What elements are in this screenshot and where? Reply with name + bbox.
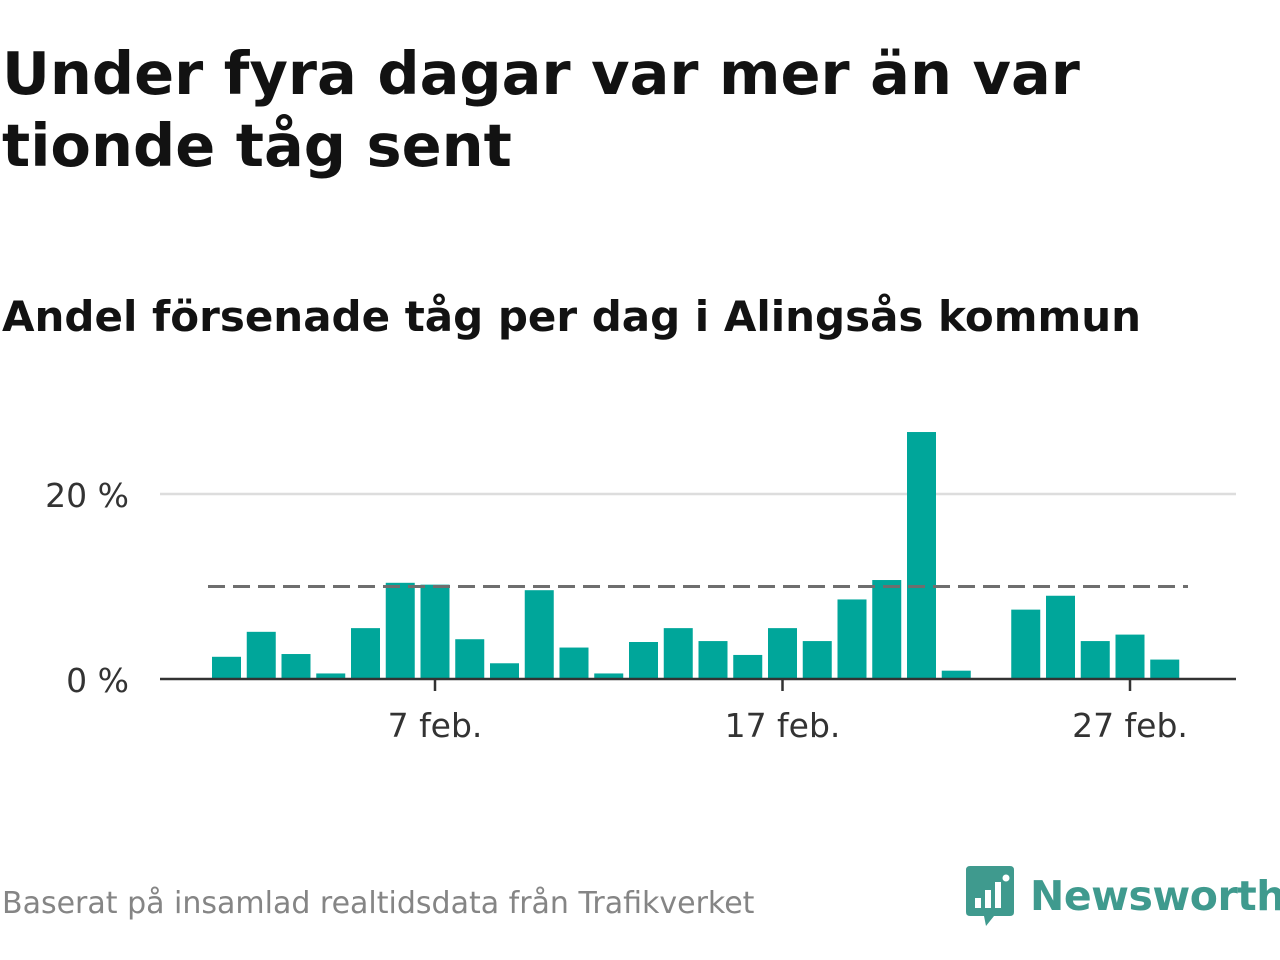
brand-logo: Newsworthy xyxy=(964,864,1280,928)
bar xyxy=(872,580,902,679)
bar-chart: 0 % 20 % 7 feb. 17 feb. 27 feb. xyxy=(45,432,1236,745)
y-tick-label: 0 % xyxy=(66,661,129,700)
bar xyxy=(733,654,763,679)
bar xyxy=(1011,609,1041,679)
bar xyxy=(559,647,589,679)
bar xyxy=(1150,659,1180,679)
source-note: Baserat på insamlad realtidsdata från Tr… xyxy=(2,886,755,921)
newsworthy-logo-icon xyxy=(966,866,1014,926)
x-tick-label: 7 feb. xyxy=(388,706,483,745)
bar xyxy=(455,639,485,679)
y-tick-label: 20 % xyxy=(45,476,129,515)
bar xyxy=(281,654,311,679)
bar xyxy=(663,628,693,679)
bar xyxy=(490,663,519,679)
bar xyxy=(698,641,728,679)
chart-subtitle: Andel försenade tåg per dag i Alingsås k… xyxy=(2,292,1142,341)
y-axis-labels: 0 % 20 % xyxy=(45,476,129,700)
brand-name: Newsworthy xyxy=(1030,872,1280,920)
bar xyxy=(524,590,554,679)
bar xyxy=(768,628,797,679)
bar xyxy=(594,673,624,679)
bar xyxy=(837,599,867,679)
bar xyxy=(1046,595,1075,679)
bar xyxy=(1080,641,1110,679)
bar xyxy=(385,582,415,679)
x-tick-label: 27 feb. xyxy=(1072,706,1188,745)
x-tick-label: 17 feb. xyxy=(725,706,841,745)
bar xyxy=(212,656,241,679)
bar xyxy=(941,670,971,679)
bar xyxy=(351,628,380,679)
bar xyxy=(629,642,658,679)
bars xyxy=(212,432,1180,679)
bar xyxy=(316,673,346,679)
bar xyxy=(1115,634,1145,679)
bar xyxy=(246,631,276,679)
bar xyxy=(802,641,832,679)
bar xyxy=(907,432,936,679)
x-axis-ticks: 7 feb. 17 feb. 27 feb. xyxy=(388,679,1188,745)
bar xyxy=(420,584,450,679)
chart-title: Under fyra dagar var mer än var tionde t… xyxy=(2,39,1080,180)
